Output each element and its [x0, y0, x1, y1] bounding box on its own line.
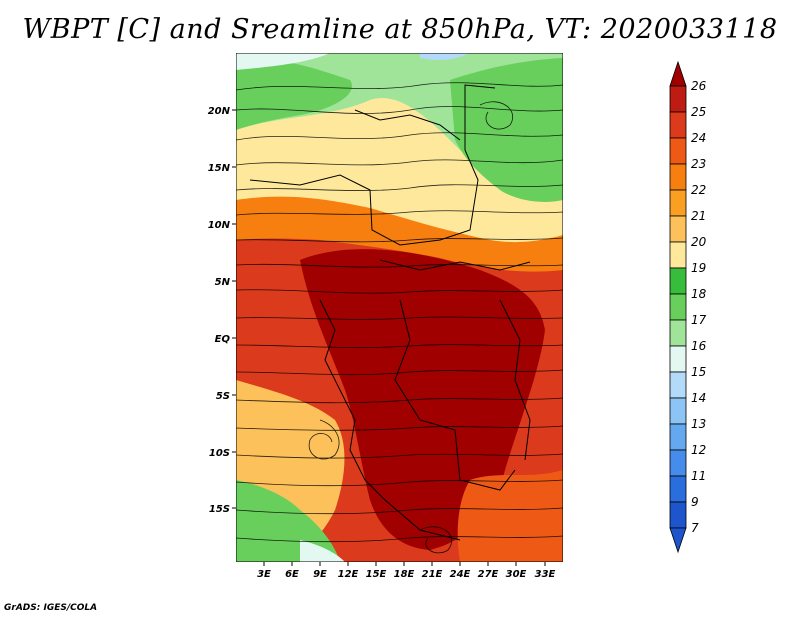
- orange-transition-band: [236, 196, 563, 272]
- colorbar-swatch: [669, 163, 687, 191]
- wbpt-shaded-field: [236, 53, 563, 562]
- colorbar-swatch: [669, 137, 687, 165]
- colorbar-label: 19: [691, 261, 706, 275]
- colorbar-swatch: [669, 189, 687, 217]
- lon-label: 6E: [285, 569, 299, 580]
- lon-label: 30E: [506, 569, 527, 580]
- colorbar-label: 9: [691, 495, 699, 509]
- colorbar-label: 24: [691, 131, 706, 145]
- colorbar-swatch: [669, 215, 687, 243]
- lat-label: 5S: [216, 391, 230, 402]
- colorbar: 26 25 24 23 22 21 20 19 18 17 16 15 14 13 12 11 9 7: [669, 60, 707, 554]
- colorbar-label: 15: [691, 365, 706, 379]
- colorbar-swatch: [669, 345, 687, 373]
- colorbar-swatch: [669, 319, 687, 347]
- north-edge-blue-2: [420, 53, 470, 61]
- colorbar-bottom-arrow: [669, 527, 687, 554]
- colorbar-label: 25: [691, 105, 706, 119]
- lon-label: 9E: [313, 569, 327, 580]
- lon-label: 21E: [422, 569, 443, 580]
- lat-label: 20N: [208, 106, 231, 117]
- colorbar-swatch: [669, 111, 687, 139]
- lat-label: 15S: [209, 504, 230, 515]
- colorbar-label: 7: [691, 521, 699, 535]
- colorbar-label: 17: [691, 313, 707, 327]
- colorbar-swatch: [669, 293, 687, 321]
- colorbar-swatch: [669, 267, 687, 295]
- colorbar-label: 16: [691, 339, 707, 353]
- lon-label: 24E: [450, 569, 471, 580]
- northern-pale-band: [236, 98, 563, 247]
- lon-label: 18E: [394, 569, 415, 580]
- streamlines: [236, 82, 563, 554]
- lat-label: 10S: [209, 448, 230, 459]
- southeast-orange-patch: [457, 470, 563, 562]
- colorbar-label: 22: [691, 183, 706, 197]
- southwest-pale-patch: [300, 540, 345, 562]
- lon-label: 15E: [366, 569, 387, 580]
- lat-label: 10N: [208, 220, 231, 231]
- colorbar-swatch: [669, 241, 687, 269]
- colorbar-top-arrow: [669, 60, 687, 87]
- lat-label: EQ: [215, 334, 231, 345]
- lat-label: 15N: [208, 163, 231, 174]
- colorbar-swatch: [669, 423, 687, 451]
- colorbar-label: 26: [691, 79, 707, 93]
- colorbar-swatch: [669, 475, 687, 503]
- northwest-green-patch: [236, 59, 352, 130]
- longitude-labels: 3E 6E 9E 12E 15E 18E 21E 24E 27E 30E 33E: [257, 562, 556, 580]
- colorbar-swatch: [669, 501, 687, 529]
- colorbar-swatch: [669, 397, 687, 425]
- colorbar-label: 23: [691, 157, 706, 171]
- northern-green-patch: [450, 58, 563, 202]
- colorbar-swatch: [669, 371, 687, 399]
- colorbar-swatch: [669, 449, 687, 477]
- latitude-labels: 20N 15N 10N 5N EQ 5S 10S 15S: [208, 106, 236, 515]
- colorbar-label: 18: [691, 287, 707, 301]
- north-edge-blue: [236, 53, 330, 70]
- colorbar-label: 14: [691, 391, 706, 405]
- colorbar-label: 20: [691, 235, 707, 249]
- lat-label: 5N: [215, 277, 231, 288]
- country-borders: [249, 84, 531, 541]
- lon-label: 3E: [257, 569, 271, 580]
- colorbar-swatch: [669, 85, 687, 113]
- chart-title: WBPT [C] and Sreamline at 850hPa, VT: 20…: [22, 14, 778, 45]
- colorbar-label: 21: [691, 209, 706, 223]
- software-credit: GrADS: IGES/COLA: [4, 603, 98, 613]
- lon-label: 33E: [535, 569, 556, 580]
- colorbar-label: 11: [691, 469, 706, 483]
- lon-label: 27E: [478, 569, 499, 580]
- colorbar-label: 13: [691, 417, 706, 431]
- lon-label: 12E: [338, 569, 359, 580]
- colorbar-label: 12: [691, 443, 706, 457]
